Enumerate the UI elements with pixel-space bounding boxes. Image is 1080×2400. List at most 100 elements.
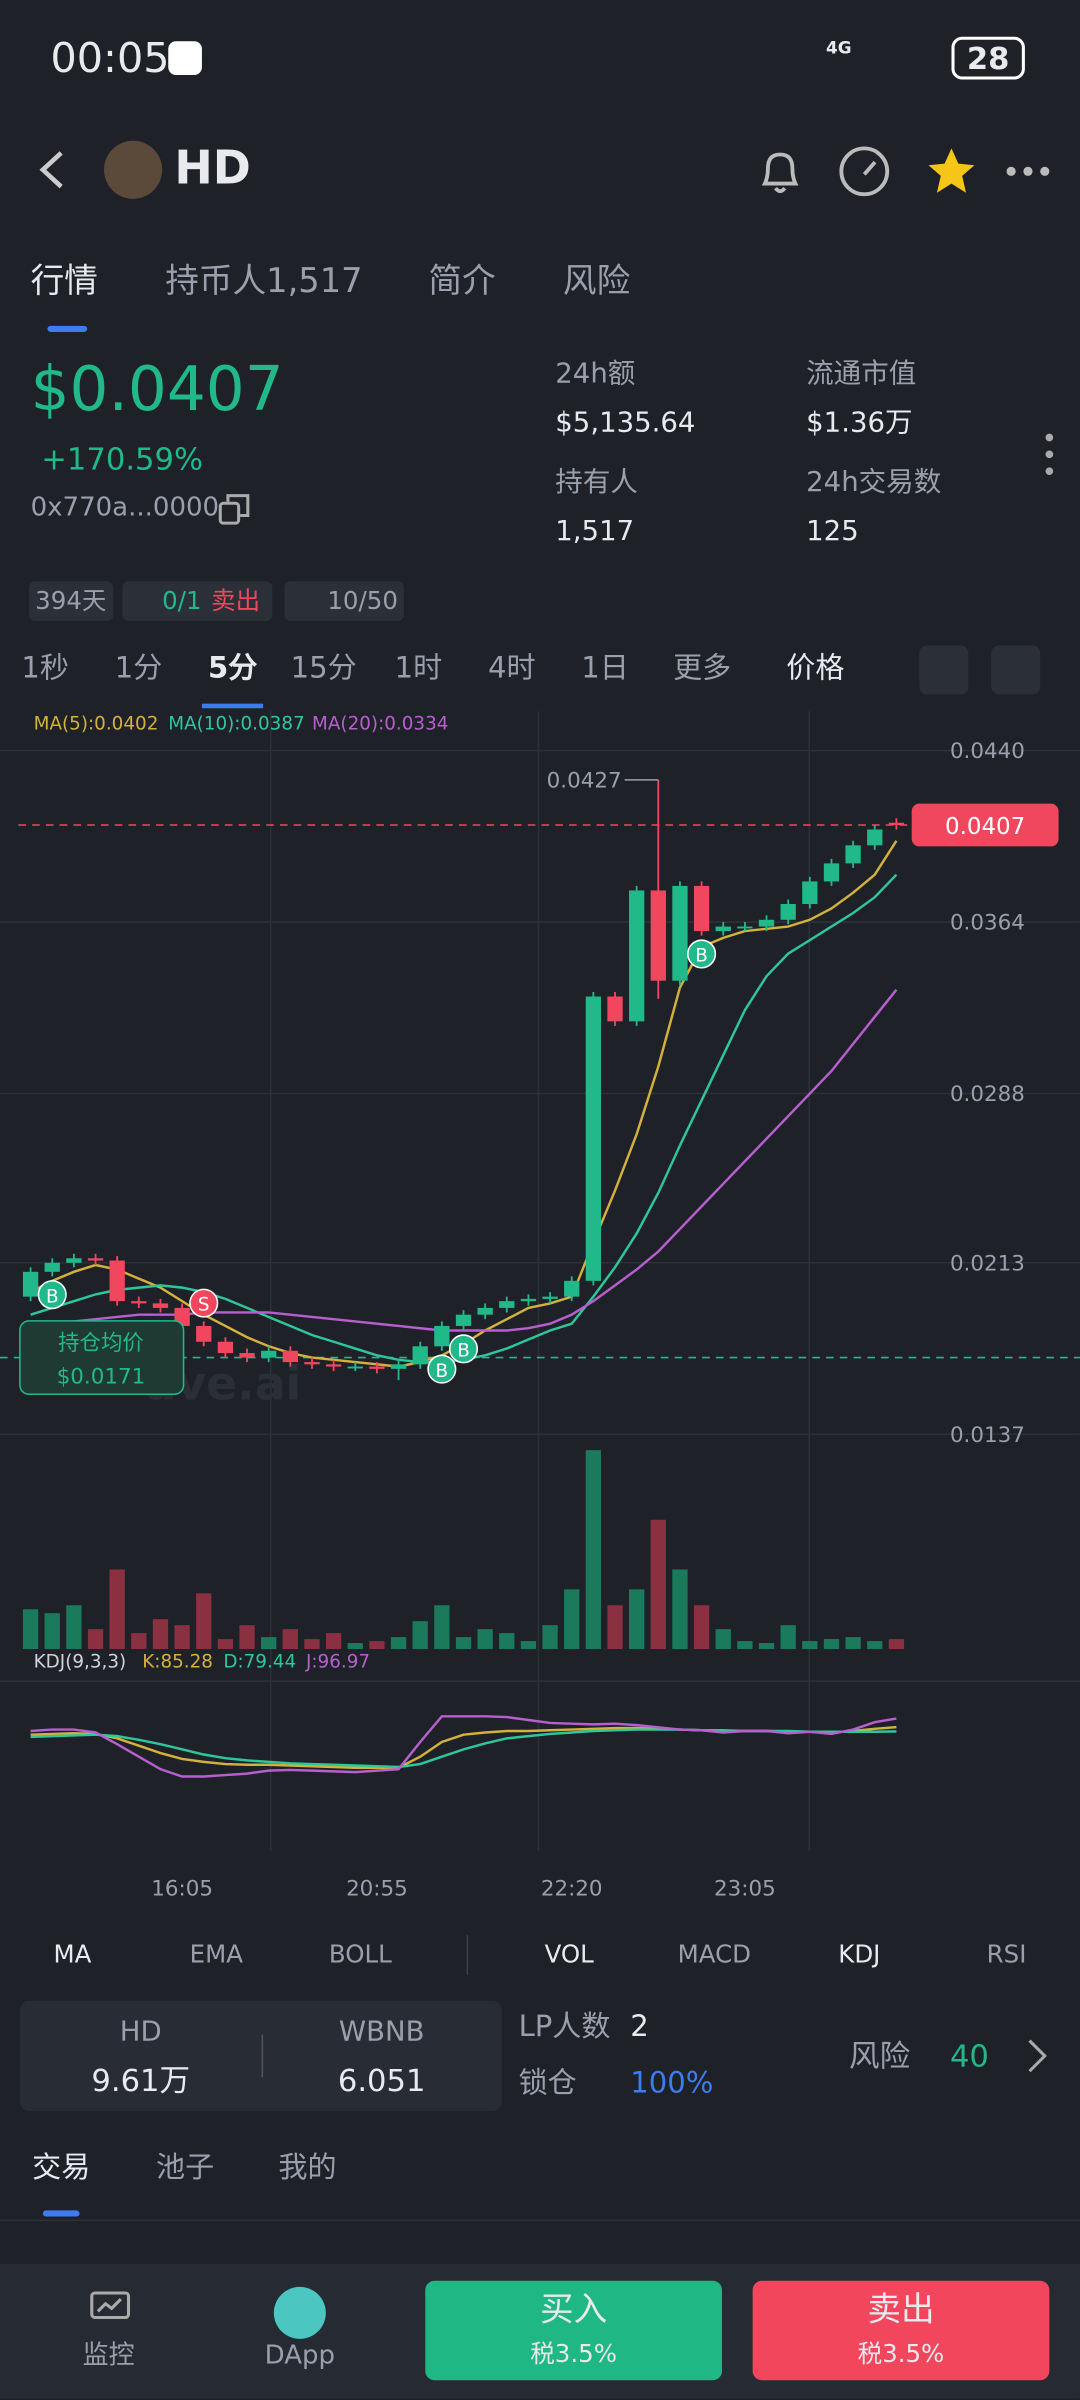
side-more[interactable] — [1040, 431, 1058, 477]
x-tick-label: 22:20 — [541, 1876, 603, 1901]
interval[interactable]: 4时 — [487, 651, 536, 686]
indicator-tab[interactable]: BOLL — [328, 1939, 392, 1969]
trade-marker — [687, 939, 717, 969]
buy-button[interactable] — [425, 2280, 723, 2381]
volume-bar — [802, 1641, 818, 1650]
candle-body — [347, 1366, 363, 1369]
volume-bar — [304, 1639, 320, 1650]
chevron[interactable] — [1025, 2038, 1049, 2075]
candle-body — [196, 1325, 212, 1342]
candle-body — [564, 1280, 580, 1297]
indicator-tab[interactable]: MA — [53, 1939, 92, 1969]
tab[interactable]: 持币人1,517 — [165, 263, 363, 302]
last-price-label: 0.0407 — [945, 814, 1025, 840]
settings-button[interactable] — [991, 645, 1041, 695]
interval[interactable]: 1秒 — [21, 651, 69, 686]
gauge-icon[interactable] — [837, 144, 892, 199]
stat-value: 125 — [806, 515, 859, 548]
x-tick-label: 16:05 — [151, 1876, 213, 1901]
pool-token: HD — [119, 2016, 162, 2049]
candle-body — [888, 822, 905, 826]
volume-bar — [650, 1519, 666, 1650]
trade-tab[interactable]: 池子 — [156, 2150, 215, 2185]
interval[interactable]: 1分 — [114, 651, 163, 686]
candle-body — [455, 1314, 472, 1326]
sell-button[interactable] — [752, 2280, 1050, 2381]
tab-active[interactable]: 行情 — [30, 263, 98, 302]
indicator-tab[interactable]: RSI — [986, 1939, 1027, 1969]
tab-indicator — [42, 2210, 80, 2217]
battery: 28 — [951, 36, 1025, 80]
tool-button[interactable] — [919, 645, 969, 695]
candle-body — [369, 1366, 385, 1369]
buy-tax: 税3.5% — [530, 2338, 617, 2368]
lock-value[interactable]: 100% — [630, 2066, 714, 2101]
volume-bar — [477, 1629, 493, 1650]
monitor-icon — [90, 2291, 131, 2320]
last-price-tag — [911, 803, 1059, 847]
stat-value: $5,135.64 — [555, 406, 696, 440]
indicator-tab[interactable]: MACD — [677, 1939, 752, 1969]
kdj-legend: D:79.44 — [223, 1651, 296, 1672]
candle-body — [758, 919, 775, 927]
candle-body — [22, 1271, 39, 1297]
price-mode[interactable]: 价格 — [786, 651, 845, 686]
interval-more[interactable]: 更多 — [673, 651, 732, 686]
star-icon[interactable] — [924, 144, 979, 199]
candle-body — [585, 996, 602, 1281]
tab[interactable]: 风险 — [562, 263, 631, 302]
candle-body — [325, 1364, 342, 1367]
tab[interactable]: 简介 — [428, 263, 496, 302]
candle-body — [109, 1260, 125, 1302]
candle-body — [87, 1258, 104, 1261]
indicator-tab[interactable]: KDJ — [838, 1939, 881, 1969]
kdj-title: KDJ(9,3,3) — [34, 1651, 127, 1672]
badge-top: 10/50 — [284, 581, 405, 622]
interval[interactable]: 1日 — [581, 651, 629, 686]
volume-bar — [196, 1593, 212, 1650]
ma-line — [30, 988, 898, 1332]
volume-bar — [520, 1641, 537, 1650]
kdj-line — [30, 1715, 897, 1778]
lp-label: LP人数 — [518, 2010, 611, 2044]
candle-body — [412, 1346, 428, 1365]
volume-bar — [867, 1641, 883, 1650]
buy-label: 买入 — [539, 2291, 608, 2330]
candle-body — [499, 1301, 515, 1308]
volume-bar — [369, 1641, 385, 1650]
volume-bar — [888, 1639, 905, 1650]
pool-divider — [261, 2034, 264, 2078]
volume-bar — [629, 1589, 645, 1650]
nav-monitor[interactable]: 监控 — [82, 2340, 135, 2372]
candle-body — [845, 845, 861, 864]
divider — [0, 2219, 1080, 2222]
sell-tax: 税3.5% — [857, 2338, 945, 2368]
more-icon[interactable] — [1003, 153, 1052, 190]
volume-bar — [282, 1629, 298, 1650]
badge-sell: 卖出 — [211, 585, 261, 615]
candle-body — [217, 1341, 234, 1354]
candle-body — [650, 890, 666, 981]
price-change: +170.59% — [41, 440, 204, 478]
trade-marker-label: B — [695, 946, 708, 967]
interval[interactable]: 15分 — [290, 651, 357, 686]
back-icon[interactable] — [31, 147, 77, 193]
indicator-tab[interactable]: EMA — [189, 1939, 244, 1969]
bell-icon[interactable] — [753, 144, 808, 199]
candle-body — [542, 1296, 558, 1299]
candle-body — [629, 890, 645, 1022]
x-tick-label: 20:55 — [346, 1876, 408, 1901]
nav-dapp[interactable]: DApp — [264, 2340, 336, 2372]
trade-tab[interactable]: 交易 — [32, 2150, 91, 2185]
indicator-tab[interactable]: VOL — [544, 1939, 594, 1969]
kdj-legend: J:96.97 — [305, 1651, 370, 1672]
copy-icon[interactable] — [217, 493, 251, 527]
trade-tab[interactable]: 我的 — [278, 2150, 337, 2185]
interval[interactable]: 1时 — [394, 651, 443, 686]
volume-bar — [434, 1605, 450, 1650]
candle-body — [152, 1303, 169, 1308]
interval-active[interactable]: 5分 — [208, 651, 258, 686]
candle-body — [131, 1301, 147, 1304]
volume-bar — [152, 1619, 169, 1650]
